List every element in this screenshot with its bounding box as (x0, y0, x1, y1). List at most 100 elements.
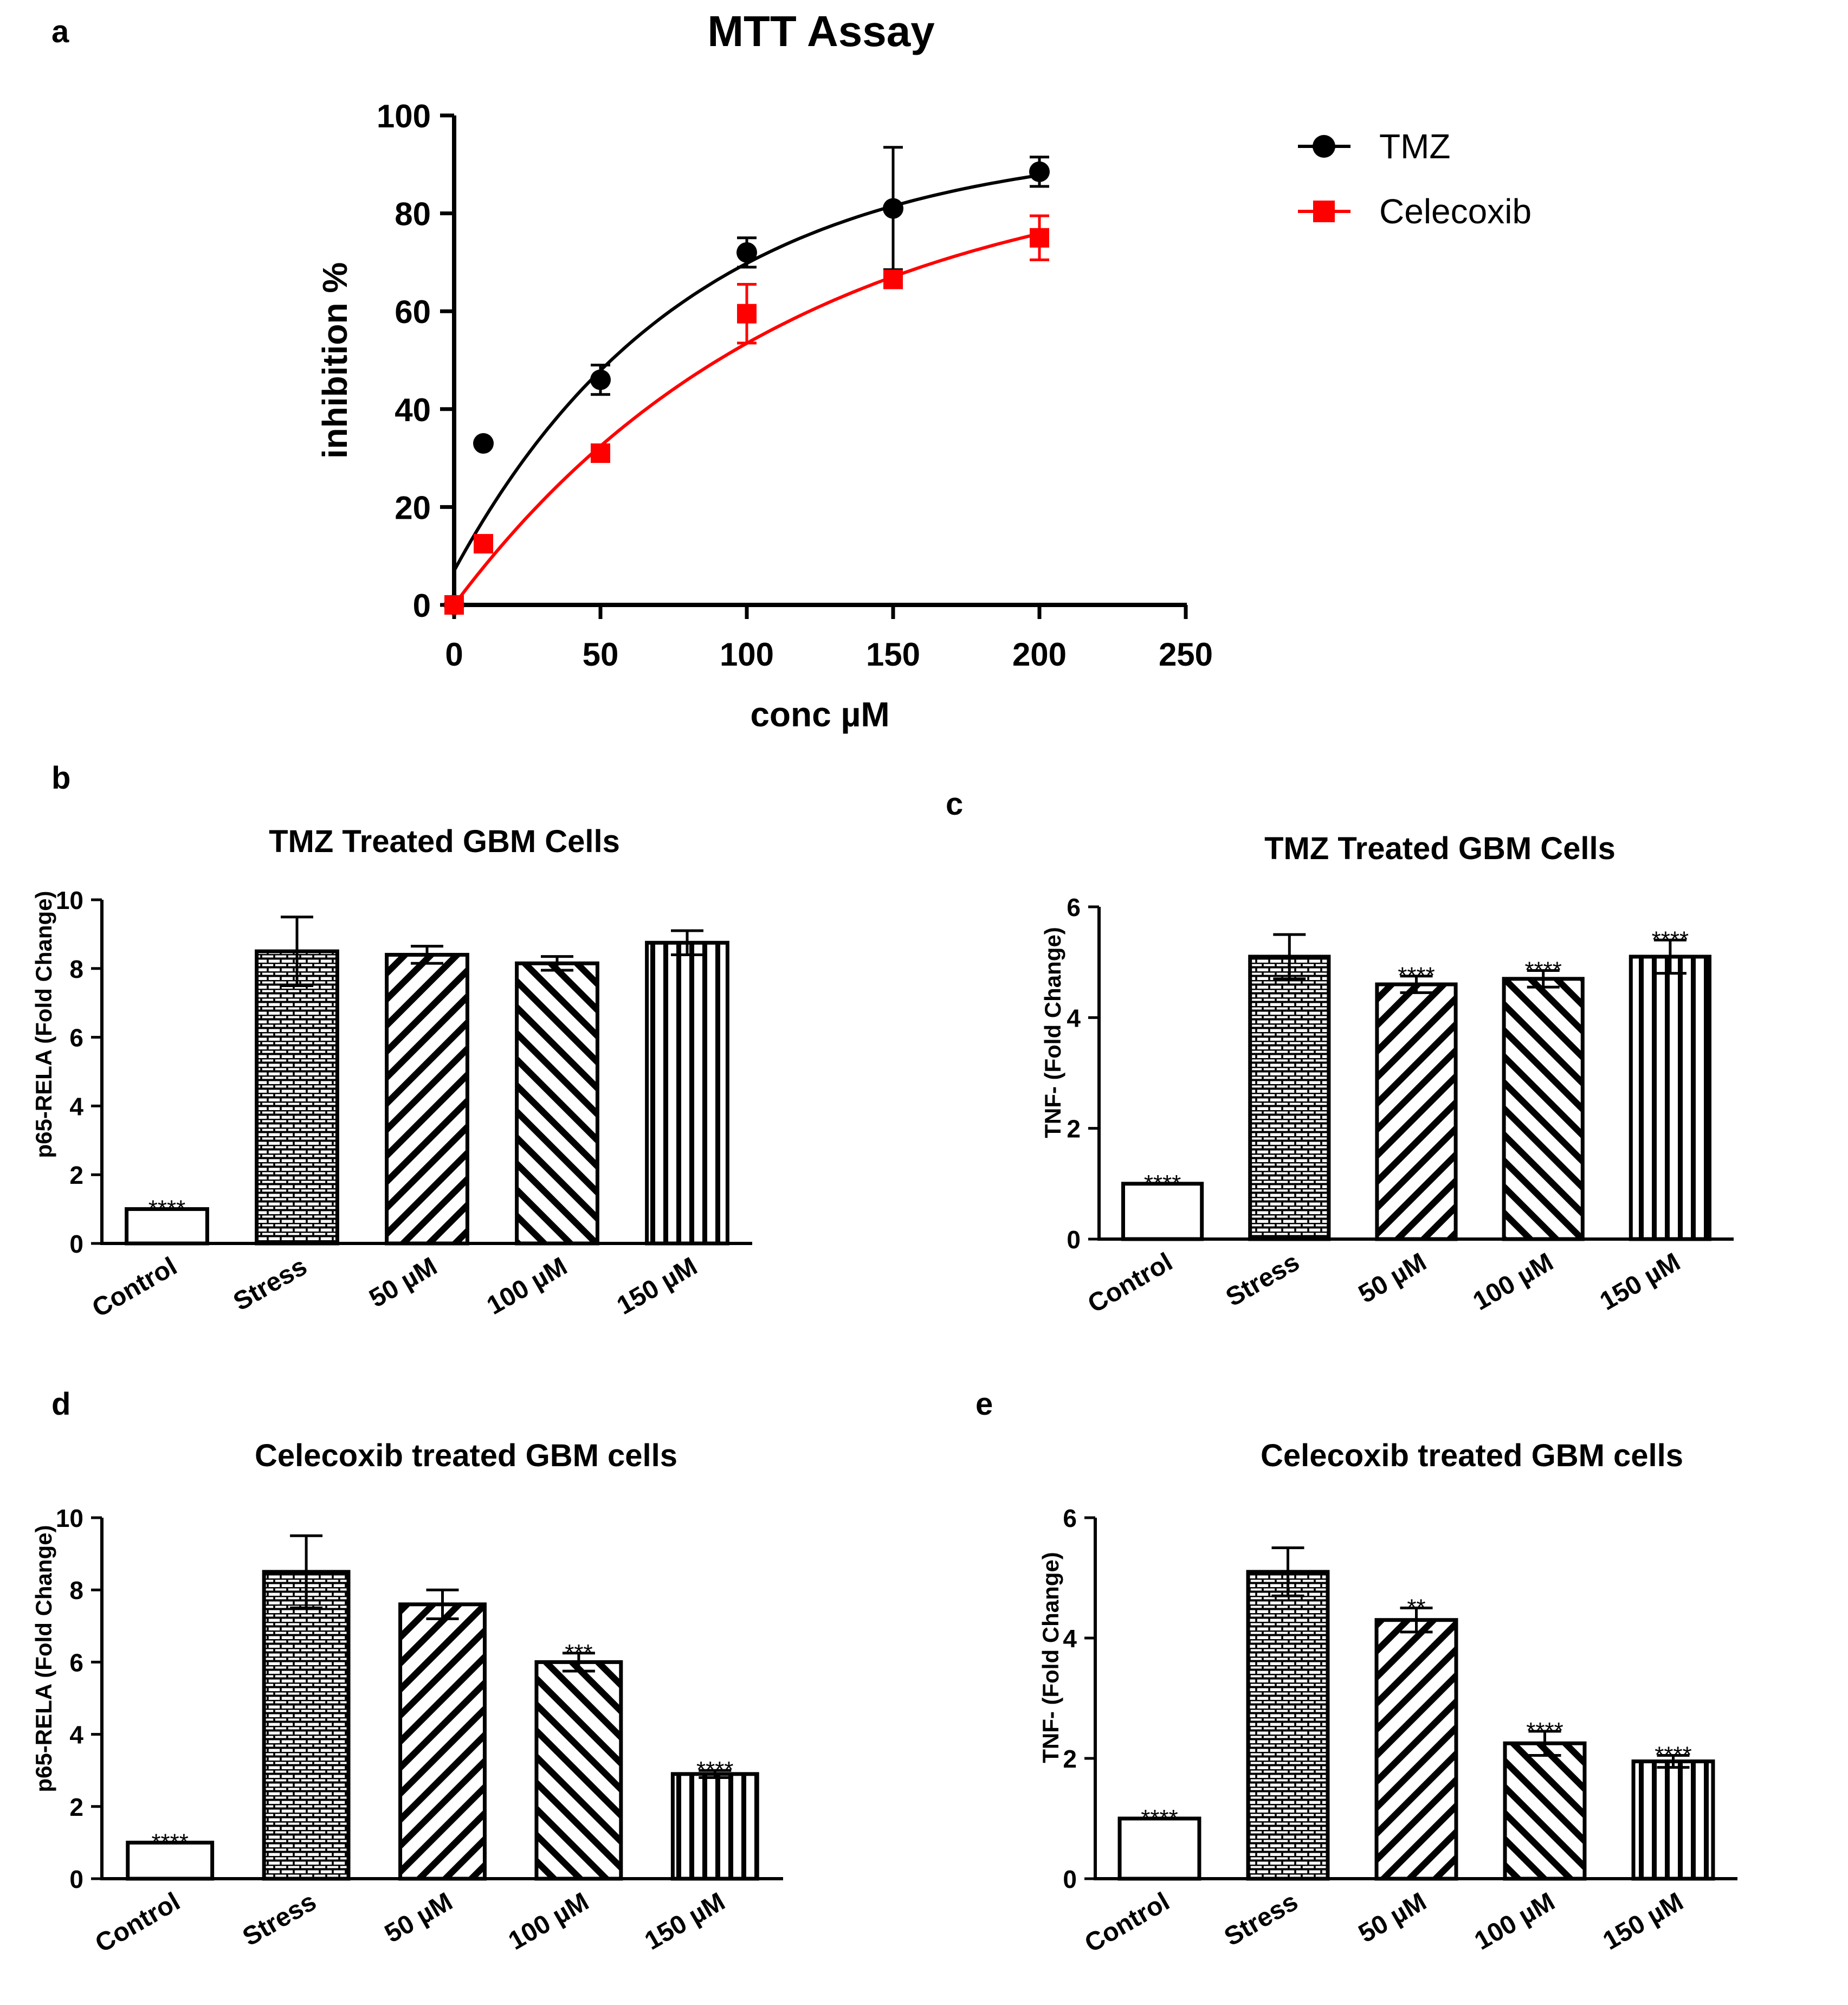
y-tick-label: 80 (395, 196, 431, 233)
x-tick-label: 50 µM (1354, 1887, 1431, 1949)
bar-5 (645, 940, 729, 1246)
y-tick-label: 100 (377, 98, 431, 134)
y-tick-label: 8 (69, 955, 83, 983)
x-tick-label: 100 µM (482, 1252, 572, 1320)
x-tick-label: 150 µM (1598, 1887, 1688, 1956)
data-point-tmz (473, 433, 494, 454)
data-point-tmz (1029, 161, 1050, 182)
data-point-tmz (590, 369, 611, 390)
x-tick-label: Stress (1221, 1248, 1304, 1312)
significance-label: **** (696, 1757, 734, 1783)
significance-label: **** (1141, 1805, 1178, 1832)
data-point-celecoxib (591, 443, 610, 463)
bar-chart-d: Celecoxib treated GBM cells p65-RELA (Fo… (31, 1438, 783, 1958)
bar-5 (670, 1772, 759, 1881)
y-tick-label: 40 (395, 392, 431, 428)
x-tick-label: 50 µM (1354, 1248, 1431, 1309)
significance-label: ** (1407, 1595, 1425, 1621)
x-tick-label: Stress (1219, 1887, 1303, 1952)
chart-title: TMZ Treated GBM Cells (1264, 831, 1616, 866)
y-tick-label: 10 (56, 886, 83, 914)
x-tick-label: 150 µM (640, 1887, 730, 1956)
chart-title: Celecoxib treated GBM cells (255, 1438, 677, 1473)
x-tick-label: 100 (720, 636, 774, 673)
y-tick-label: 2 (69, 1793, 83, 1821)
legend-tmz-label: TMZ (1379, 127, 1451, 166)
y-tick-label: 2 (1067, 1115, 1081, 1143)
y-tick-label: 4 (69, 1721, 83, 1749)
significance-label: *** (565, 1640, 592, 1666)
y-tick-label: 2 (69, 1161, 83, 1189)
data-point-celecoxib (474, 534, 493, 554)
bar-2 (1246, 1570, 1330, 1881)
significance-label: **** (1398, 963, 1435, 989)
x-tick-label: Control (87, 1252, 182, 1323)
x-tick-label: 100 µM (1468, 1248, 1558, 1316)
x-axis-ticks: 0 50 100 150 200 250 (445, 605, 1213, 673)
x-tick-label: Stress (229, 1252, 312, 1317)
bar-chart-b: TMZ Treated GBM Cells p65-RELA (Fold Cha… (31, 824, 752, 1323)
bar-3 (1375, 982, 1458, 1241)
bar-5 (1631, 1759, 1715, 1881)
x-tick-label: 100 µM (503, 1887, 593, 1956)
y-axis-ticks: 0 20 40 60 80 100 (377, 98, 454, 624)
y-tick-label: 0 (413, 588, 431, 624)
panel-letter-e: e (975, 1387, 993, 1422)
data-point-celecoxib (1030, 228, 1049, 248)
data-point-celecoxib (737, 304, 757, 324)
panel-letter-a: a (51, 14, 69, 49)
bar-chart-e: Celecoxib treated GBM cells TNF- (Fold C… (1038, 1438, 1737, 1958)
y-tick-label: 10 (56, 1504, 83, 1532)
y-axis-label: inhibition % (315, 262, 354, 459)
y-axis-label: p65-RELA (Fold Change) (31, 1525, 56, 1792)
y-axis-label: p65-RELA (Fold Change) (31, 891, 56, 1158)
y-tick-label: 0 (69, 1230, 83, 1258)
y-tick-label: 4 (69, 1092, 83, 1120)
chart-title: Celecoxib treated GBM cells (1261, 1438, 1683, 1473)
data-point-celecoxib (444, 595, 464, 615)
x-tick-label: 50 (583, 636, 619, 673)
y-tick-label: 6 (69, 1024, 83, 1052)
bar-chart-c: TMZ Treated GBM Cells TNF- (Fold Change)… (1040, 831, 1734, 1319)
y-tick-label: 6 (1063, 1504, 1077, 1532)
significance-label: **** (1655, 1742, 1692, 1768)
y-axis-label: TNF- (Fold Change) (1040, 927, 1065, 1138)
bar-3 (385, 952, 469, 1246)
significance-label: **** (1652, 926, 1689, 953)
legend-tmz-marker (1313, 135, 1335, 158)
x-tick-label: 150 µM (612, 1252, 702, 1320)
x-tick-label: 50 µM (365, 1252, 442, 1313)
data-point-celecoxib (883, 269, 903, 289)
bar-2 (262, 1570, 351, 1881)
significance-label: **** (1144, 1170, 1181, 1197)
y-tick-label: 4 (1063, 1624, 1077, 1653)
x-tick-label: Control (1080, 1887, 1174, 1958)
legend-celecoxib-label: Celecoxib (1379, 192, 1532, 231)
significance-label: **** (148, 1196, 186, 1222)
bar-4 (515, 961, 599, 1246)
data-points (444, 161, 1050, 615)
y-tick-label: 8 (69, 1576, 83, 1604)
x-tick-label: 50 µM (380, 1887, 457, 1949)
significance-label: **** (1526, 1718, 1563, 1744)
fit-curve-tmz (453, 173, 1040, 572)
y-tick-label: 0 (69, 1865, 83, 1893)
panel-letter-c: c (946, 786, 963, 822)
y-tick-label: 20 (395, 489, 431, 526)
bar-1 (1117, 1816, 1201, 1881)
bar-1 (1121, 1182, 1204, 1241)
bar-4 (1503, 1741, 1587, 1881)
y-tick-label: 0 (1067, 1226, 1081, 1254)
x-tick-label: 150 µM (1595, 1248, 1685, 1316)
bar-4 (534, 1660, 623, 1881)
x-tick-label: Control (91, 1887, 185, 1958)
y-tick-label: 60 (395, 294, 431, 330)
y-tick-label: 6 (1067, 893, 1081, 921)
significance-label: **** (151, 1829, 189, 1855)
x-tick-label: 150 (866, 636, 920, 673)
y-tick-label: 2 (1063, 1745, 1077, 1773)
x-tick-label: Control (1083, 1248, 1177, 1319)
bar-2 (255, 949, 339, 1246)
panel-letter-b: b (51, 760, 70, 796)
